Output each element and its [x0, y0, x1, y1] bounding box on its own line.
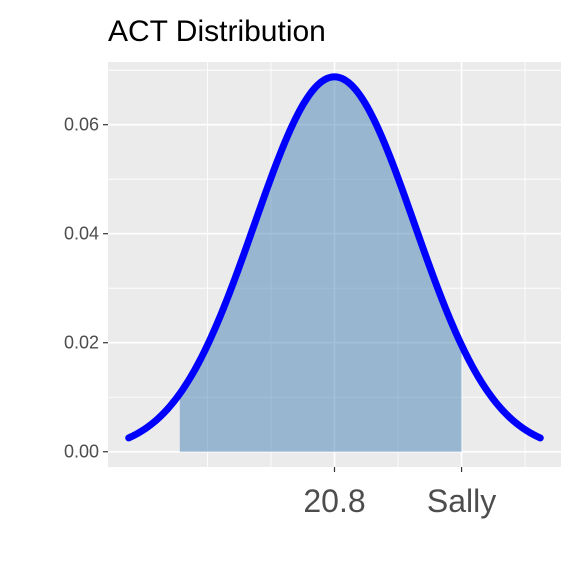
y-tick-label: 0.02	[64, 333, 99, 353]
x-axis: 20.8 Sally	[303, 467, 496, 519]
x-tick-label: Sally	[427, 483, 496, 519]
y-tick-label: 0.00	[64, 442, 99, 462]
x-tick-label: 20.8	[303, 483, 365, 519]
y-axis: 0.00 0.02 0.04 0.06	[64, 115, 108, 462]
y-tick-label: 0.04	[64, 224, 99, 244]
y-tick-label: 0.06	[64, 115, 99, 135]
chart-title: ACT Distribution	[108, 15, 326, 48]
